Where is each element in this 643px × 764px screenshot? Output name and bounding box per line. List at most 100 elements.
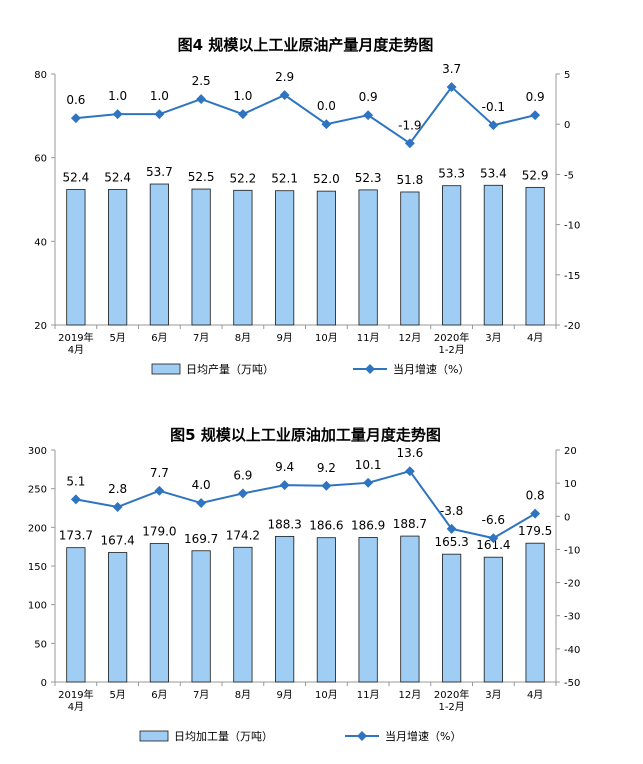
bar-value-label: 52.9 [522, 168, 549, 182]
x-tick-label: 5月 [109, 332, 125, 344]
line-value-label: 0.9 [359, 90, 378, 104]
y-tick-label: 60 [34, 154, 47, 165]
x-tick-label: 10月 [315, 332, 338, 344]
y2-tick-label: -20 [564, 579, 580, 590]
bar-value-label: 188.3 [267, 517, 301, 531]
bar [191, 188, 211, 326]
growth-line [75, 85, 536, 145]
chart-title: 图5 规模以上工业原油加工量月度走势图 [170, 426, 441, 444]
bar-value-label: 52.1 [271, 172, 298, 186]
x-tick-label: 1-2月 [438, 344, 464, 356]
bar-value-label: 179.0 [142, 525, 176, 539]
y2-tick-label: -15 [564, 271, 580, 282]
x-tick-label: 4月 [527, 689, 543, 701]
y-tick-label: 250 [28, 485, 47, 496]
bar-value-label: 52.2 [230, 171, 257, 185]
bar [191, 550, 211, 683]
line-point [530, 110, 541, 121]
bar [66, 189, 86, 326]
legend-line-label: 当月增速（%） [385, 729, 461, 743]
bar [233, 189, 253, 326]
bar [149, 543, 169, 683]
y-tick-label: 150 [28, 562, 47, 573]
y2-tick-label: -40 [564, 645, 580, 656]
line-point [196, 498, 207, 508]
x-tick-label: 8月 [235, 689, 251, 701]
x-tick-label: 2019年 [58, 688, 93, 701]
line-point [237, 109, 248, 120]
line-point [237, 488, 248, 499]
chart-title: 图4 规模以上工业原油产量月度走势图 [178, 36, 434, 54]
bar [483, 184, 503, 326]
bar [316, 537, 336, 683]
bar [400, 535, 420, 683]
bar [66, 547, 86, 683]
y2-tick-label: -10 [564, 221, 580, 232]
legend-line-marker [357, 731, 367, 741]
line-value-label: -0.1 [482, 100, 505, 114]
x-tick-label: 11月 [357, 689, 380, 701]
bar-value-label: 52.4 [63, 170, 90, 184]
x-tick-label: 5月 [109, 689, 125, 701]
bar-value-label: 53.4 [480, 166, 507, 180]
growth-line [75, 470, 536, 540]
bar-value-label: 179.5 [518, 524, 552, 538]
line-value-label: 2.9 [275, 70, 294, 84]
legend-bar-swatch [139, 730, 169, 742]
line-value-label: 9.4 [275, 460, 294, 474]
line-value-label: 7.7 [150, 466, 169, 480]
x-tick-label: 6月 [151, 689, 167, 701]
line-value-label: 13.6 [397, 446, 424, 460]
bar [108, 189, 128, 326]
y2-tick-label: -50 [564, 678, 580, 689]
legend-bar-swatch [151, 363, 181, 375]
chart-crude-oil-output: 图4 规模以上工业原油产量月度走势图 20 40 60 80 -20 -15 -10 -5 0 5 5… [34, 36, 580, 376]
line-point [363, 477, 374, 488]
line-value-label: 0.8 [526, 489, 545, 503]
bar-value-label: 52.0 [313, 172, 340, 186]
chart-crude-oil-processing: 图5 规模以上工业原油加工量月度走势图050100150200250300-50… [28, 426, 580, 743]
bar [525, 542, 545, 683]
x-tick-label: 7月 [193, 332, 209, 344]
line-point [70, 113, 81, 124]
bar-value-label: 188.7 [393, 517, 427, 531]
y-tick-label: 200 [28, 523, 47, 534]
bar-value-label: 165.3 [434, 535, 468, 549]
bar-value-label: 169.7 [184, 532, 218, 546]
line-value-label: 1.0 [108, 89, 127, 103]
bar-value-label: 52.3 [355, 171, 382, 185]
x-tick-label: 9月 [276, 689, 292, 701]
y-tick-label: 0 [41, 678, 47, 689]
y-tick-label: 50 [34, 639, 47, 650]
y2-tick-label: 0 [564, 512, 570, 523]
bar-value-label: 167.4 [100, 534, 134, 548]
y2-tick-label: -30 [564, 612, 580, 623]
bar-value-label: 52.5 [188, 170, 215, 184]
bar [358, 189, 378, 326]
line-point [530, 508, 541, 519]
bar [149, 183, 169, 326]
line-value-label: 2.8 [108, 482, 127, 496]
line-value-label: 2.5 [192, 74, 211, 88]
bar [442, 185, 462, 326]
x-tick-label: 10月 [315, 689, 338, 701]
line-point [112, 502, 123, 512]
bar [442, 553, 462, 683]
x-tick-label: 12月 [399, 332, 422, 344]
bar-value-label: 53.3 [438, 167, 465, 181]
x-tick-label: 2020年 [434, 688, 469, 701]
x-tick-label: 8月 [235, 332, 251, 344]
x-tick-label: 4月 [527, 332, 543, 344]
line-value-label: 0.6 [66, 93, 85, 107]
bar [525, 186, 545, 326]
x-tick-label: 4月 [68, 701, 84, 713]
bar [400, 191, 420, 326]
line-value-label: 5.1 [66, 474, 85, 488]
x-tick-label: 3月 [485, 332, 501, 344]
bar-value-label: 174.2 [226, 528, 260, 542]
y2-tick-label: 5 [564, 70, 570, 81]
line-value-label: 3.7 [442, 62, 461, 76]
line-value-label: -1.9 [398, 118, 421, 132]
line-point [279, 480, 290, 491]
y2-tick-label: -5 [564, 170, 574, 181]
